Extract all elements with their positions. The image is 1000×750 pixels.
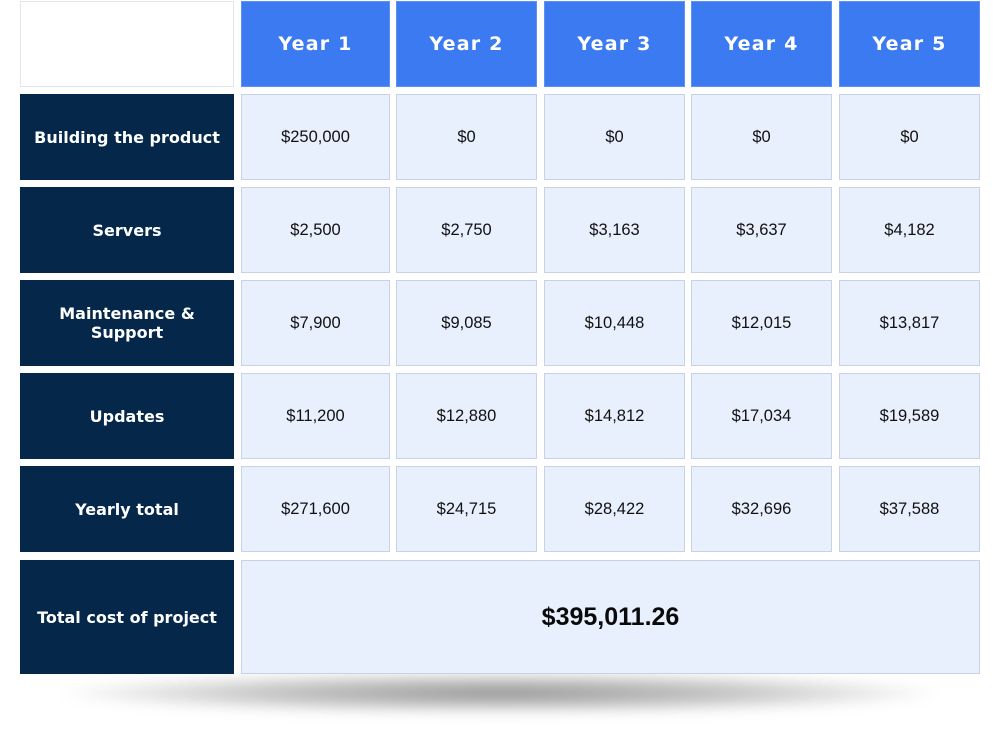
column-header: Year 3 [544,1,685,87]
row-label: Updates [20,373,234,459]
table-cell: $9,085 [396,280,537,366]
table-cell: $19,589 [839,373,980,459]
table-cell: $14,812 [544,373,685,459]
total-value: $395,011.26 [241,560,980,674]
table-cell: $0 [839,94,980,180]
table-cell: $250,000 [241,94,390,180]
corner-cell [20,1,234,87]
table-cell: $7,900 [241,280,390,366]
column-header: Year 4 [691,1,832,87]
table-cell: $17,034 [691,373,832,459]
table-cell: $37,588 [839,466,980,552]
table-cell: $2,750 [396,187,537,273]
table-cell: $28,422 [544,466,685,552]
table-cell: $2,500 [241,187,390,273]
table-cell: $0 [396,94,537,180]
column-header: Year 1 [241,1,390,87]
row-label: Yearly total [20,466,234,552]
column-header: Year 5 [839,1,980,87]
table-cell: $0 [691,94,832,180]
table-cell: $24,715 [396,466,537,552]
table-cell: $12,880 [396,373,537,459]
table-cell: $32,696 [691,466,832,552]
table-cell: $4,182 [839,187,980,273]
table-cell: $13,817 [839,280,980,366]
table-cell: $3,637 [691,187,832,273]
row-label: Maintenance & Support [20,280,234,366]
total-label: Total cost of project [20,560,234,674]
table-cell: $11,200 [241,373,390,459]
row-label: Building the product [20,94,234,180]
table-cell: $12,015 [691,280,832,366]
column-header: Year 2 [396,1,537,87]
row-label: Servers [20,187,234,273]
table-cell: $271,600 [241,466,390,552]
table-shadow [60,672,940,714]
table-cell: $3,163 [544,187,685,273]
table-cell: $10,448 [544,280,685,366]
table-cell: $0 [544,94,685,180]
